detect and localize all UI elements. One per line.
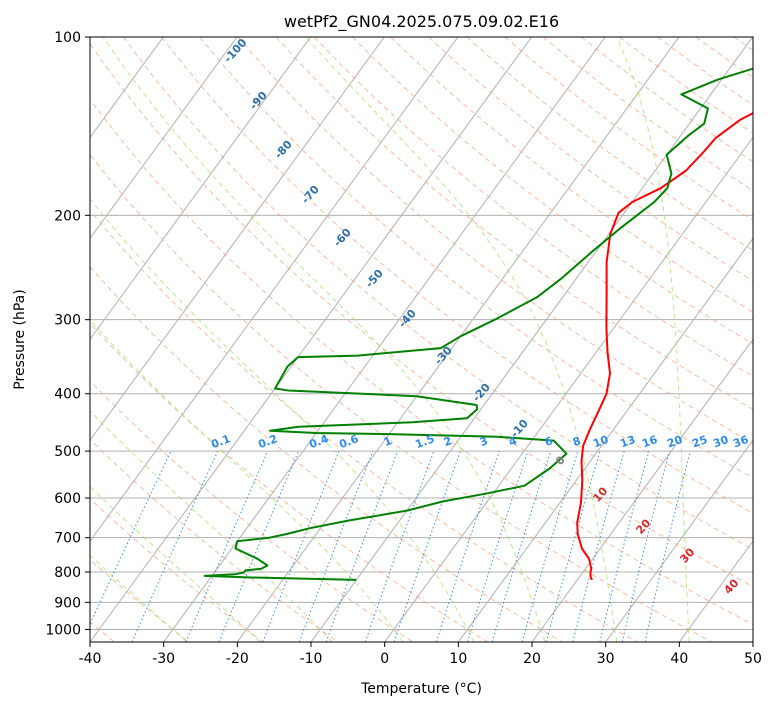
dry-adiabat-line <box>90 322 488 642</box>
y-tick-label: 600 <box>54 491 81 507</box>
plot-frame <box>89 36 754 643</box>
background-lines <box>90 37 753 642</box>
isotherm-line <box>457 237 753 642</box>
x-tick-label: -30 <box>152 651 175 667</box>
x-tick-label: -10 <box>300 651 323 667</box>
mixing-ratio-line <box>467 450 529 642</box>
x-tick-label: 30 <box>597 651 615 667</box>
x-tick-label: 40 <box>670 651 688 667</box>
mixing-ratio-line <box>572 450 625 642</box>
dry-adiabat-line <box>90 209 638 642</box>
mixing-ratio-line <box>621 450 670 642</box>
isotherm-line <box>90 37 459 542</box>
x-tick-label: -20 <box>226 651 249 667</box>
x-tick-label: 20 <box>523 651 541 667</box>
moist-adiabat-line <box>305 37 618 642</box>
x-tick-label: 50 <box>744 651 762 667</box>
y-tick-label: 400 <box>54 387 81 403</box>
mixing-ratio-line <box>262 450 340 642</box>
isotherm-line <box>236 37 680 642</box>
y-tick-label: 900 <box>54 595 81 611</box>
moist-adiabat-line <box>616 37 690 642</box>
mixing-ratio-line <box>393 450 461 642</box>
temperature-profile-line <box>576 112 753 581</box>
mixing-ratio-line <box>298 450 374 642</box>
isotherm-line <box>90 37 238 240</box>
dry-adiabat-line <box>313 37 753 377</box>
x-axis-label: Temperature (°C) <box>360 681 482 697</box>
x-tick-label: 0 <box>380 651 389 667</box>
mixing-ratio-label: 25 <box>690 433 709 450</box>
mixing-ratio-line <box>364 450 435 642</box>
mixing-ratio-line <box>325 450 399 642</box>
isotherm-line <box>605 439 753 642</box>
dry-adiabat-line <box>237 37 753 444</box>
y-axis-label: Pressure (hPa) <box>12 289 28 389</box>
y-tick-label: 300 <box>54 313 81 329</box>
dry-adiabat-line <box>275 37 753 411</box>
mixing-ratio-line <box>521 450 579 642</box>
y-tick-label: 800 <box>54 565 81 581</box>
dry-adiabat-line <box>123 37 753 551</box>
mixing-ratio-line <box>435 450 500 642</box>
mixing-ratio-line <box>185 450 269 642</box>
mixing-ratio-label: 1.5 <box>413 432 436 451</box>
mixing-ratio-label: 16 <box>640 433 659 451</box>
mixing-ratio-label: 1 <box>382 434 394 449</box>
mixing-ratio-label: 10 <box>591 433 610 451</box>
x-tick-label: -40 <box>79 651 102 667</box>
mixing-ratio-line <box>131 450 219 642</box>
moist-adiabat-line <box>90 410 333 642</box>
axes-layer: -40 -30 -20 -10 0 10 20 30 40 5010020030040050060… <box>45 30 762 667</box>
dry-adiabat-line <box>90 380 414 642</box>
mixing-ratio-label: 30 <box>711 433 730 451</box>
x-tick-label: 10 <box>449 651 467 667</box>
mixing-ratio-line <box>491 450 552 642</box>
moist-adiabat-line <box>102 37 546 642</box>
isotherm-line <box>90 37 533 642</box>
y-tick-label: 700 <box>54 531 81 547</box>
dry-adiabat-line <box>390 37 753 313</box>
dry-adiabat-line <box>161 37 753 514</box>
mixing-ratio-label: 36 <box>731 433 750 451</box>
dry-adiabat-line <box>90 438 339 642</box>
mixing-ratio-line <box>644 450 691 642</box>
isotherm-line <box>90 37 312 341</box>
y-tick-label: 100 <box>54 30 81 46</box>
mixing-ratio-label: 20 <box>665 433 684 451</box>
mixing-ratio-label: 8 <box>571 434 583 449</box>
y-tick-label: 200 <box>54 208 81 224</box>
y-tick-label: 1000 <box>45 622 81 638</box>
chart-title: wetPf2_GN04.2025.075.09.02.E16 <box>284 12 559 32</box>
series-layer <box>203 67 753 581</box>
mixing-ratio-label: 4 <box>507 434 519 449</box>
mixing-ratio-line <box>599 450 650 642</box>
dry-adiabat-line <box>199 37 753 479</box>
mixing-ratio-label: 2 <box>442 434 454 449</box>
dry-adiabat-line <box>90 558 190 642</box>
mixing-ratio-line <box>545 450 601 642</box>
mixing-ratio-label: 0.6 <box>337 432 360 451</box>
dry-adiabat-line <box>352 37 753 345</box>
moist-adiabat-line <box>90 554 188 642</box>
dewpoint-profile-line <box>203 67 753 581</box>
dry-adiabat-line <box>90 265 563 642</box>
dry-adiabat-line <box>90 98 753 626</box>
moist-adiabat-line <box>90 198 475 642</box>
dry-adiabat-line <box>90 42 753 588</box>
mixing-ratio-label: 0.2 <box>256 432 279 451</box>
y-tick-label: 500 <box>54 444 81 460</box>
isotherm-line <box>90 37 385 442</box>
mixing-ratio-label: 13 <box>618 433 637 450</box>
mixing-ratio-label: 0.1 <box>209 432 232 451</box>
mixing-ratio-label: 6 <box>543 434 555 449</box>
mixing-ratio-line <box>218 450 299 642</box>
mixing-ratio-label: 3 <box>478 434 490 449</box>
mixing-ratio-label: 0.4 <box>307 432 330 451</box>
moist-adiabat-line <box>90 319 404 642</box>
